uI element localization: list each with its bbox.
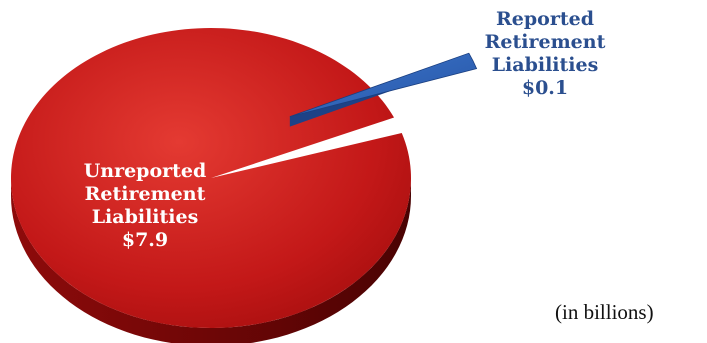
slice-label-line: Liabilities	[91, 206, 199, 228]
slice-label-unreported: Unreported Retirement Liabilities $7.9	[60, 160, 230, 252]
slice-label-line: Reported	[496, 8, 594, 30]
pie-slice-unreported	[10, 27, 411, 328]
slice-label-line: Unreported	[83, 160, 207, 182]
slice-label-line: Liabilities	[491, 54, 599, 76]
slice-label-line: Retirement	[84, 183, 206, 205]
slice-value-label: $0.1	[521, 77, 569, 99]
slice-label-reported: Reported Retirement Liabilities $0.1	[465, 8, 625, 100]
slice-label-line: Retirement	[484, 31, 606, 53]
units-note: (in billions)	[555, 300, 654, 324]
pie-slice-reported	[289, 52, 478, 118]
slice-value-label: $7.9	[121, 229, 169, 251]
